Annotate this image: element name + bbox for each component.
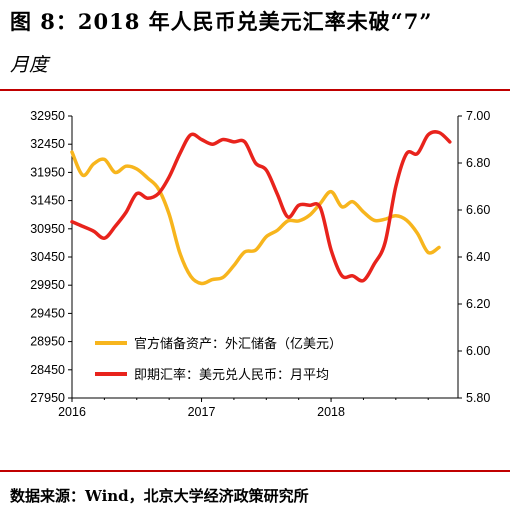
left-tick-label: 29450 [30,306,65,320]
right-tick-label: 6.60 [466,203,490,217]
right-tick-label: 6.20 [466,297,490,311]
left-tick-label: 31450 [30,194,65,208]
figure-title: 图 8：2018 年人民币兑美元汇率未破“7” [10,9,433,34]
right-tick-label: 6.00 [466,344,490,358]
legend-label: 即期汇率：美元兑人民币：月平均 [134,367,329,383]
bottom-divider [0,470,510,472]
exchange-rate-chart: 27950 28450 28950 29450 29950 30450 30950 31450… [30,109,490,419]
top-divider [0,89,510,91]
x-tick-label: 2017 [188,405,216,419]
figure-title-line2: 月度 [10,54,49,76]
right-tick-label: 7.00 [466,109,490,123]
usd-cny-rate-line [70,130,452,283]
left-tick-label: 27950 [30,391,65,405]
x-tick-label: 2016 [58,405,86,419]
left-tick-label: 28950 [30,335,65,349]
left-tick-label: 29950 [30,278,65,292]
legend-label: 官方储备资产：外汇储备（亿美元） [134,336,342,352]
left-tick-label: 28450 [30,363,65,377]
left-tick-label: 32450 [30,137,65,151]
left-tick-label: 31950 [30,165,65,179]
right-tick-label: 6.80 [466,156,490,170]
right-tick-label: 6.40 [466,250,490,264]
left-tick-label: 30450 [30,250,65,264]
left-tick-label: 30950 [30,222,65,236]
fx-reserves-line [70,150,441,286]
source-note: 数据来源：Wind，北京大学经济政策研究所 [10,487,309,505]
axes: 27950 28450 28950 29450 29950 30450 30950 31450… [30,109,490,419]
right-tick-label: 5.80 [466,391,490,405]
series-layer [70,130,452,286]
legend: 官方储备资产：外汇储备（亿美元） 即期汇率：美元兑人民币：月平均 [95,336,342,383]
left-tick-label: 32950 [30,109,65,123]
x-tick-label: 2018 [317,405,345,419]
